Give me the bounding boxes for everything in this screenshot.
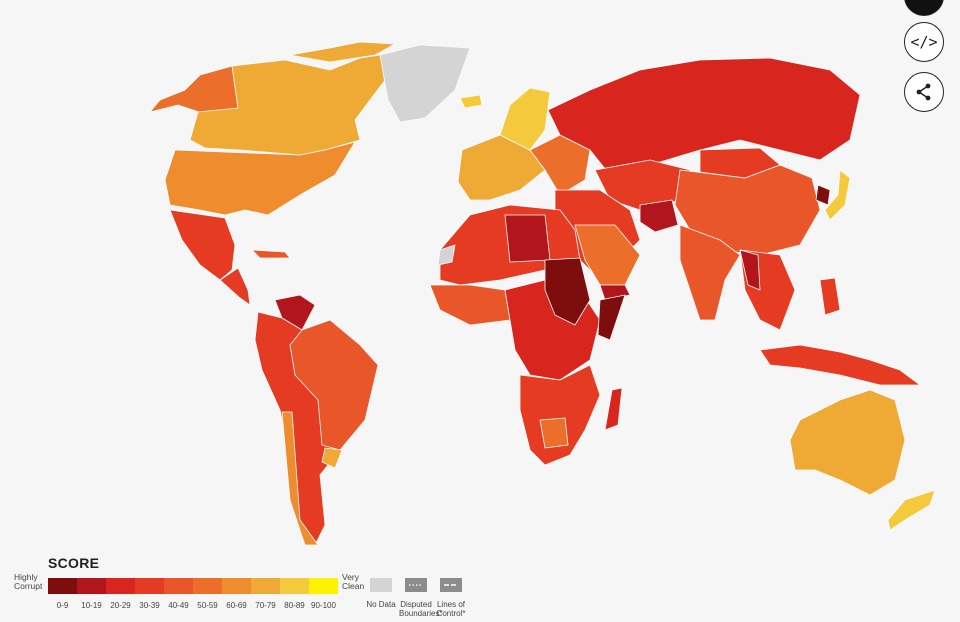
legend-swatch-60-69 xyxy=(222,578,251,594)
region-western-sahara[interactable] xyxy=(437,244,456,266)
region-myanmar[interactable] xyxy=(739,249,761,291)
legend-bin-label: 80-89 xyxy=(284,601,305,610)
legend-bin-label: 20-29 xyxy=(110,601,131,610)
legend-swatch-0-9 xyxy=(48,578,77,594)
region-india[interactable] xyxy=(679,224,741,321)
region-alaska[interactable] xyxy=(149,65,239,116)
share-button[interactable] xyxy=(904,72,944,112)
disputed-boundaries-label: Disputed Boundaries* xyxy=(399,600,443,618)
region-japan[interactable] xyxy=(824,169,851,221)
lines-of-control-label: Lines of Control* xyxy=(436,600,466,618)
region-sudan[interactable] xyxy=(544,257,591,326)
legend-swatch-80-89 xyxy=(280,578,309,594)
region-botswana[interactable] xyxy=(539,417,569,449)
no-data-swatch xyxy=(370,578,392,592)
legend-color-ramp xyxy=(48,578,338,594)
region-usa[interactable] xyxy=(164,141,356,216)
legend-swatch-50-59 xyxy=(193,578,222,594)
region-new-zealand[interactable] xyxy=(887,489,936,531)
region-west-africa[interactable] xyxy=(429,284,511,326)
legend-swatch-70-79 xyxy=(251,578,280,594)
region-chile[interactable] xyxy=(281,411,319,546)
legend-bin-label: 50-59 xyxy=(197,601,218,610)
legend-bin-label: 30-39 xyxy=(139,601,160,610)
region-north-korea[interactable] xyxy=(815,184,831,206)
legend-bin-label: 60-69 xyxy=(226,601,247,610)
region-australia[interactable] xyxy=(789,389,906,496)
region-cuba[interactable] xyxy=(251,249,291,259)
legend-bin-label: 0-9 xyxy=(56,601,69,610)
region-madagascar[interactable] xyxy=(604,387,623,431)
legend-lines-of-control: Lines of Control* xyxy=(434,578,468,618)
region-arctic-islands[interactable] xyxy=(289,41,396,63)
legend-swatch-90-100 xyxy=(309,578,338,594)
legend-low-label: Highly Corrupt xyxy=(14,572,43,591)
legend-bin-label: 40-49 xyxy=(168,601,189,610)
region-philippines[interactable] xyxy=(819,277,841,316)
region-somalia[interactable] xyxy=(597,294,626,341)
region-russia[interactable] xyxy=(547,57,861,176)
region-uruguay[interactable] xyxy=(321,447,343,469)
legend-bin-label: 90-100 xyxy=(311,601,336,610)
embed-button[interactable]: </> xyxy=(904,22,944,62)
legend-high-label: Very Clean xyxy=(342,572,365,591)
disputed-boundaries-swatch xyxy=(405,578,427,592)
region-afghanistan[interactable] xyxy=(639,199,679,233)
share-icon xyxy=(916,83,931,101)
legend-swatch-30-39 xyxy=(135,578,164,594)
legend-disputed: Disputed Boundaries* xyxy=(399,578,443,618)
no-data-label: No Data xyxy=(366,600,396,609)
legend-no-data: No Data xyxy=(364,578,398,609)
region-libya[interactable] xyxy=(504,214,551,263)
region-southern-africa[interactable] xyxy=(519,364,601,466)
region-china[interactable] xyxy=(674,164,821,256)
embed-icon: </> xyxy=(910,33,938,51)
legend-swatch-40-49 xyxy=(164,578,193,594)
legend-bin-label: 70-79 xyxy=(255,601,276,610)
legend-swatch-20-29 xyxy=(106,578,135,594)
region-iceland[interactable] xyxy=(459,94,483,109)
region-mexico[interactable] xyxy=(169,209,236,281)
region-greenland[interactable] xyxy=(379,44,471,123)
legend-swatch-10-19 xyxy=(77,578,106,594)
map-legend: SCORE Highly Corrupt Very Clean 0-9 10-19… xyxy=(14,552,474,622)
region-central-america[interactable] xyxy=(219,267,251,306)
region-indonesia[interactable] xyxy=(759,344,921,386)
region-venezuela[interactable] xyxy=(274,294,316,331)
lines-of-control-swatch xyxy=(440,578,462,592)
legend-title: SCORE xyxy=(48,555,100,571)
legend-bin-label: 10-19 xyxy=(81,601,102,610)
legend-bin-labels: 0-9 10-19 20-29 30-39 40-49 50-59 60-69 70-79 80… xyxy=(48,601,338,610)
